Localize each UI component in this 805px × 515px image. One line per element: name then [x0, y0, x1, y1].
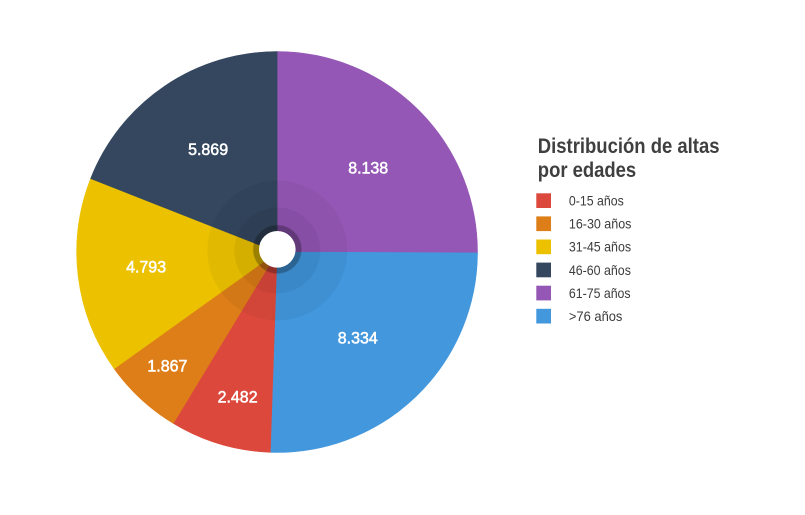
svg-text:4.793: 4.793	[126, 258, 166, 277]
svg-text:16-30 años: 16-30 años	[569, 217, 632, 232]
svg-text:8.334: 8.334	[338, 328, 378, 347]
svg-text:61-75 años: 61-75 años	[569, 286, 631, 301]
svg-text:2.482: 2.482	[218, 387, 258, 406]
svg-text:por edades: por edades	[538, 159, 636, 182]
svg-text:Distribución de altas: Distribución de altas	[538, 135, 720, 158]
svg-text:>76 años: >76 años	[569, 309, 623, 324]
svg-text:31-45 años: 31-45 años	[569, 240, 631, 255]
svg-text:1.867: 1.867	[147, 357, 187, 376]
svg-text:46-60 años: 46-60 años	[569, 263, 631, 278]
svg-text:0-15 años: 0-15 años	[569, 194, 624, 209]
svg-text:5.869: 5.869	[188, 140, 228, 159]
svg-text:8.138: 8.138	[348, 158, 388, 177]
